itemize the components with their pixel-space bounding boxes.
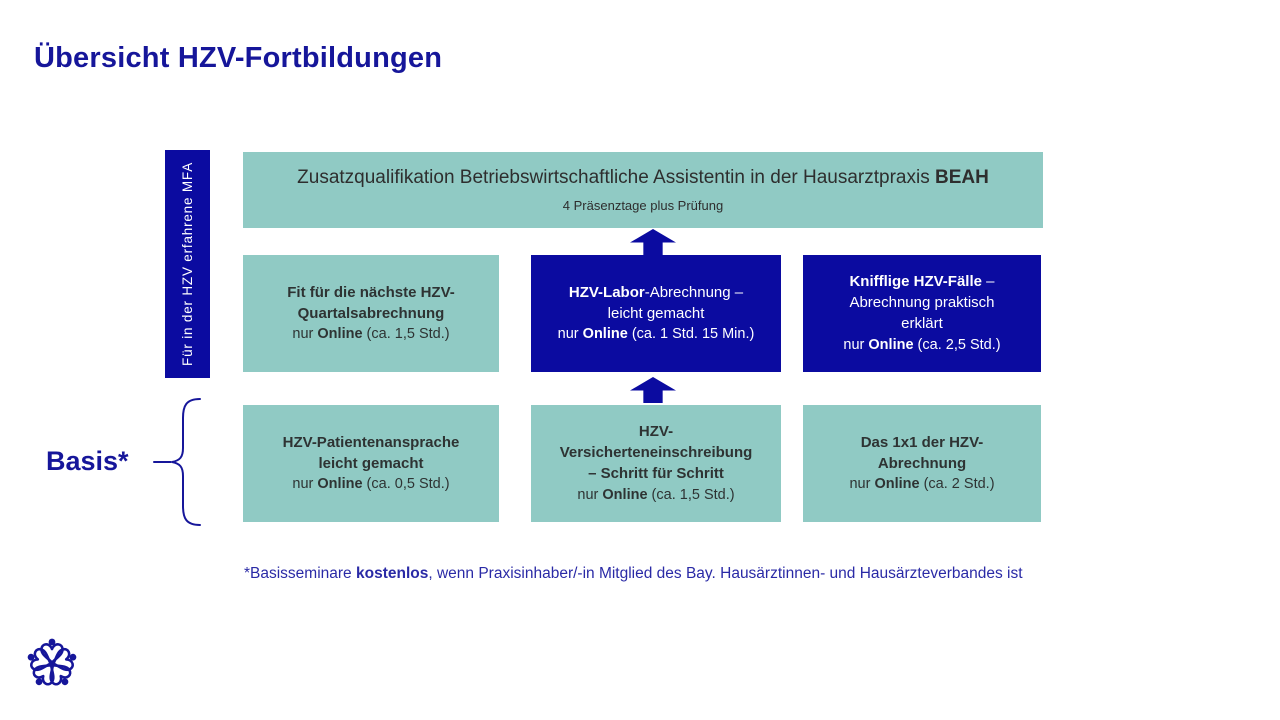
course-box-patientenansprache: HZV-Patientenansprache leicht gemacht nu…	[243, 405, 499, 522]
course-box-beah-content: Zusatzqualifikation Betriebswirtschaftli…	[297, 167, 989, 213]
basis-label: Basis*	[46, 446, 129, 476]
course-title: Das 1x1 der HZV- Abrechnung	[860, 433, 984, 472]
course-content: Fit für die nächste HZV- Quartalsabrechn…	[287, 283, 455, 344]
arrow-up-icon	[630, 377, 676, 403]
course-content: HZV-Patientenansprache leicht gemacht nu…	[283, 433, 460, 494]
footnote: *Basisseminare kostenlos, wenn Praxisinh…	[244, 565, 1023, 582]
course-title: HZV-Patientenansprache leicht gemacht	[282, 433, 460, 472]
course-content: HZV- Versicherteneinschreibung – Schritt…	[560, 422, 753, 504]
page-title: Übersicht HZV-Fortbildungen	[34, 42, 443, 74]
side-tab-label: Für in der HZV erfahrene MFA	[180, 162, 195, 366]
hausaerzteverband-logo-icon	[27, 638, 77, 686]
beah-title-bold: BEAH	[935, 167, 989, 188]
arrow-up-icon	[630, 229, 676, 255]
course-title: HZV-Labor-Abrechnung – leicht gemacht	[568, 283, 744, 322]
beah-subtitle: 4 Präsenztage plus Prüfung	[562, 198, 724, 213]
course-box-knifflige-faelle: Knifflige HZV-Fälle – Abrechnung praktis…	[803, 255, 1041, 372]
course-title: HZV- Versicherteneinschreibung – Schritt…	[559, 423, 753, 482]
beah-title: Zusatzqualifikation Betriebswirtschaftli…	[297, 167, 989, 189]
basis-brace	[153, 398, 201, 526]
course-title: Knifflige HZV-Fälle – Abrechnung praktis…	[849, 273, 995, 332]
course-duration: nur Online (ca. 0,5 Std.)	[292, 476, 450, 493]
course-box-1x1-abrechnung: Das 1x1 der HZV- Abrechnung nur Online (…	[803, 405, 1041, 522]
course-box-versicherteneinschreibung: HZV- Versicherteneinschreibung – Schritt…	[531, 405, 781, 522]
course-duration: nur Online (ca. 1 Std. 15 Min.)	[557, 326, 755, 343]
course-duration: nur Online (ca. 2 Std.)	[849, 476, 995, 493]
course-content: Das 1x1 der HZV- Abrechnung nur Online (…	[849, 433, 994, 494]
course-title: Fit für die nächste HZV- Quartalsabrechn…	[287, 283, 455, 322]
course-duration: nur Online (ca. 1,5 Std.)	[577, 486, 735, 503]
course-box-labor-abrechnung: HZV-Labor-Abrechnung – leicht gemacht nu…	[531, 255, 781, 372]
course-duration: nur Online (ca. 2,5 Std.)	[843, 336, 1001, 353]
beah-title-text: Zusatzqualifikation Betriebswirtschaftli…	[297, 167, 935, 188]
course-content: Knifflige HZV-Fälle – Abrechnung praktis…	[843, 272, 1000, 354]
course-box-quartalsabrechnung: Fit für die nächste HZV- Quartalsabrechn…	[243, 255, 499, 372]
course-duration: nur Online (ca. 1,5 Std.)	[292, 326, 450, 343]
side-tab-experienced-mfa: Für in der HZV erfahrene MFA	[165, 150, 210, 378]
course-box-beah: Zusatzqualifikation Betriebswirtschaftli…	[243, 152, 1043, 228]
course-content: HZV-Labor-Abrechnung – leicht gemacht nu…	[558, 283, 755, 344]
